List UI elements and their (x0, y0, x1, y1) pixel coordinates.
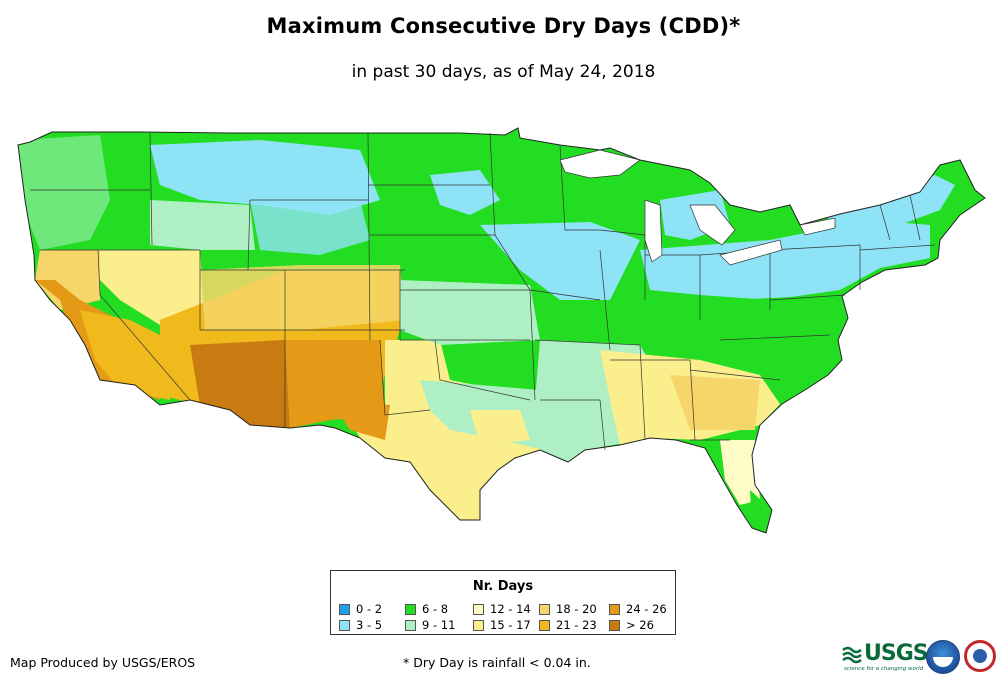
legend-item: 12 - 14 (473, 602, 531, 616)
great-lakes (559, 149, 836, 266)
legend-swatch (473, 603, 484, 615)
legend-label: > 26 (626, 618, 654, 632)
legend-swatch (339, 619, 350, 631)
legend-item: > 26 (609, 618, 654, 632)
legend-label: 21 - 23 (556, 618, 597, 632)
legend-swatch (539, 603, 550, 615)
legend-item: 0 - 2 (339, 602, 382, 616)
legend-item: 21 - 23 (539, 618, 597, 632)
state-borders (30, 132, 936, 451)
legend-swatch (609, 603, 620, 615)
legend-title: Nr. Days (472, 579, 534, 594)
legend-label: 6 - 8 (422, 602, 449, 616)
legend-label: 3 - 5 (356, 618, 383, 632)
legend-label: 12 - 14 (490, 602, 531, 616)
legend: Nr. Days 0 - 2 3 - 5 6 - 8 9 - 11 12 - 1… (330, 570, 676, 635)
us-outline (17, 127, 986, 534)
usgs-tagline: science for a changing world (844, 666, 924, 672)
usgs-wave-icon (842, 646, 862, 664)
legend-item: 3 - 5 (339, 618, 382, 632)
agency-logos: USGS science for a changing world (842, 638, 1002, 680)
legend-label: 18 - 20 (556, 602, 597, 616)
legend-item: 18 - 20 (539, 602, 597, 616)
legend-swatch (473, 619, 484, 631)
noaa-logo-icon (926, 640, 960, 674)
legend-label: 15 - 17 (490, 618, 531, 632)
dry-day-footnote: * Dry Day is rainfall < 0.04 in. (403, 655, 591, 670)
legend-swatch (609, 619, 620, 631)
legend-item: 9 - 11 (405, 618, 455, 632)
cdd-map (17, 127, 986, 534)
legend-label: 9 - 11 (422, 618, 456, 632)
legend-label: 24 - 26 (626, 602, 667, 616)
map-subtitle: in past 30 days, as of May 24, 2018 (351, 62, 656, 82)
legend-item: 24 - 26 (609, 602, 667, 616)
usgs-logo: USGS (864, 641, 929, 666)
producer-credit: Map Produced by USGS/EROS (10, 655, 196, 670)
legend-item: 6 - 8 (405, 602, 448, 616)
nws-logo-icon (964, 640, 996, 672)
legend-item: 15 - 17 (473, 618, 531, 632)
map-title: Maximum Consecutive Dry Days (CDD)* (266, 14, 741, 38)
legend-swatch (405, 603, 416, 615)
legend-label: 0 - 2 (356, 602, 383, 616)
legend-swatch (539, 619, 550, 631)
legend-swatch (339, 603, 350, 615)
legend-swatch (405, 619, 416, 631)
